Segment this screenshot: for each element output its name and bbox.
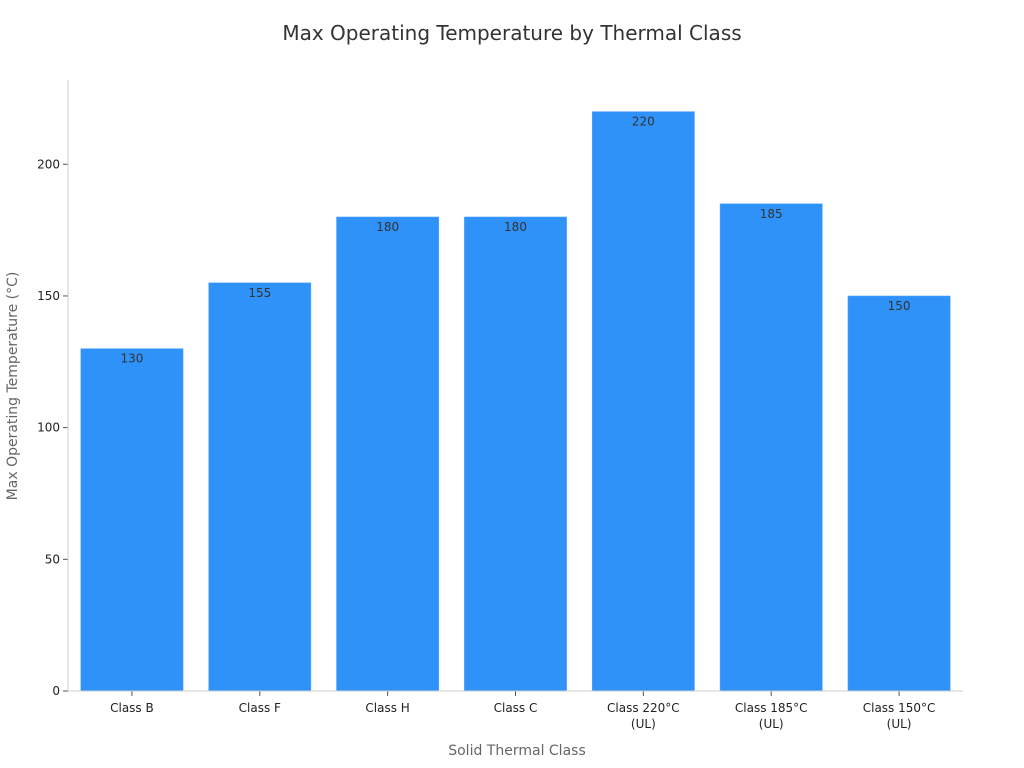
x-tick-label: Class C — [494, 701, 538, 715]
bar — [80, 348, 184, 692]
bar — [208, 282, 312, 692]
data-label: 155 — [248, 286, 271, 300]
data-label: 180 — [504, 220, 527, 234]
bar — [719, 203, 823, 692]
bar — [464, 216, 567, 692]
x-tick-label: (UL) — [631, 717, 656, 731]
data-label: 185 — [760, 207, 783, 221]
y-tick-label: 100 — [37, 421, 60, 435]
plot-area: 130 Class B 155 Class F 180 Class H 180 Class C… — [37, 80, 963, 731]
data-label: 150 — [888, 299, 911, 313]
y-tick-label: 50 — [45, 552, 60, 566]
data-label: 130 — [120, 352, 143, 366]
x-tick-label: Class B — [110, 701, 154, 715]
x-tick-label: (UL) — [759, 717, 784, 731]
x-tick-label: Class 220°C — [607, 701, 680, 715]
x-tick-label: Class 185°C — [735, 701, 808, 715]
y-axis-title: Max Operating Temperature (°C) — [5, 272, 21, 501]
x-tick-label: (UL) — [887, 717, 912, 731]
y-tick-label: 150 — [37, 289, 60, 303]
bar — [847, 295, 951, 692]
x-tick-label: Class H — [365, 701, 409, 715]
y-tick-label: 0 — [52, 684, 60, 698]
x-tick-label: Class 150°C — [863, 701, 936, 715]
y-tick-label: 200 — [37, 157, 60, 171]
x-tick-label: Class F — [239, 701, 281, 715]
bar — [336, 216, 440, 692]
data-label: 180 — [376, 220, 399, 234]
data-label: 220 — [632, 115, 655, 129]
chart-title: Max Operating Temperature by Thermal Cla… — [282, 21, 741, 45]
x-axis-title: Solid Thermal Class — [448, 743, 586, 759]
bar — [591, 111, 695, 692]
